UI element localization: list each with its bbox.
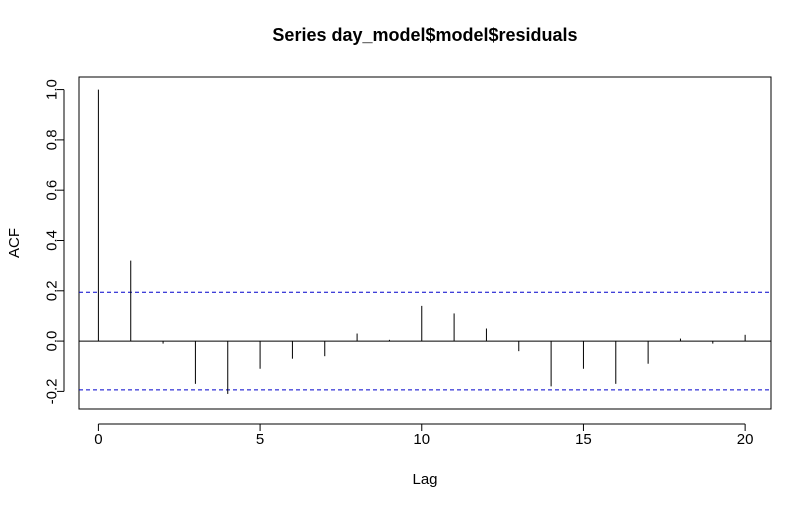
y-tick-label: 0.0 xyxy=(44,331,61,352)
x-tick-label: 0 xyxy=(94,431,102,448)
x-tick-label: 20 xyxy=(737,431,754,448)
y-tick-label: 0.2 xyxy=(44,280,61,301)
plot-area: 0 5 10 15 20 -0.2 0.0 0.2 0.4 0.6 0.8 1.0 xyxy=(44,76,772,448)
y-tick-label: 0.4 xyxy=(44,230,61,251)
plot-frame xyxy=(78,76,772,410)
x-tick-label: 5 xyxy=(256,431,264,448)
y-axis-label: ACF xyxy=(6,228,23,258)
y-tick-label: 1.0 xyxy=(44,79,61,100)
x-axis-label: Lag xyxy=(412,471,437,488)
chart-title: Series day_model$model$residuals xyxy=(272,25,577,45)
x-tick-label: 15 xyxy=(575,431,592,448)
y-tick-label: -0.2 xyxy=(44,378,61,404)
y-tick-label: 0.8 xyxy=(44,129,61,150)
y-tick-label: 0.6 xyxy=(44,180,61,201)
x-tick-label: 10 xyxy=(413,431,430,448)
